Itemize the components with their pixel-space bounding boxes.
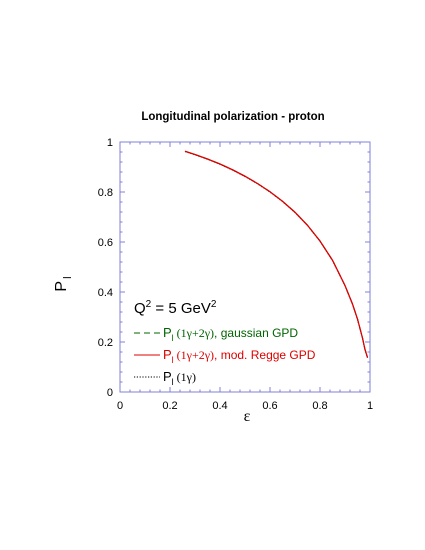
x-tick-label: 1	[367, 400, 373, 412]
x-axis-label: ε	[244, 408, 251, 425]
x-tick-label: 0	[117, 400, 123, 412]
x-tick-label: 0.4	[212, 400, 227, 412]
x-tick-label: 0.2	[162, 400, 177, 412]
y-tick-label: 0	[107, 387, 113, 399]
y-tick-label: 0.8	[98, 187, 113, 199]
data-series	[184, 150, 369, 358]
y-axis-label-sub: l	[62, 276, 74, 278]
y-axis-label: Pl	[53, 276, 74, 291]
series-line	[184, 150, 369, 358]
y-axis-label-main: P	[53, 281, 70, 292]
plot-frame	[119, 141, 371, 393]
legend-label: Pl (1γ+2γ), gaussian GPD	[163, 325, 298, 343]
y-tick-label: 0.4	[98, 287, 113, 299]
axis-tick-labels: 0 0.2 0.4 0.6 0.8 1 0 0.2 0.4 0.6 0.8 1	[98, 137, 373, 412]
q2-annotation-q: Q	[134, 300, 146, 317]
q2-annotation-value: = 5 GeV	[151, 300, 211, 317]
x-tick-label: 0.8	[312, 400, 327, 412]
axis-ticks	[119, 141, 371, 393]
y-tick-label: 1	[107, 137, 113, 149]
y-tick-label: 0.6	[98, 237, 113, 249]
chart-title: Longitudinal polarization - proton	[141, 111, 324, 123]
x-tick-label: 0.6	[262, 400, 277, 412]
legend-label: Pl (1γ+2γ), mod. Regge GPD	[163, 347, 316, 365]
legend: Pl (1γ+2γ), gaussian GPD Pl (1γ+2γ), mod.…	[134, 325, 316, 387]
q2-annotation-sup: 2	[146, 299, 152, 310]
q2-annotation: Q2 = 5 GeV2	[134, 299, 217, 317]
y-tick-label: 0.2	[98, 337, 113, 349]
legend-label: Pl (1γ)	[163, 369, 196, 387]
q2-annotation-unit-sup: 2	[211, 299, 217, 310]
